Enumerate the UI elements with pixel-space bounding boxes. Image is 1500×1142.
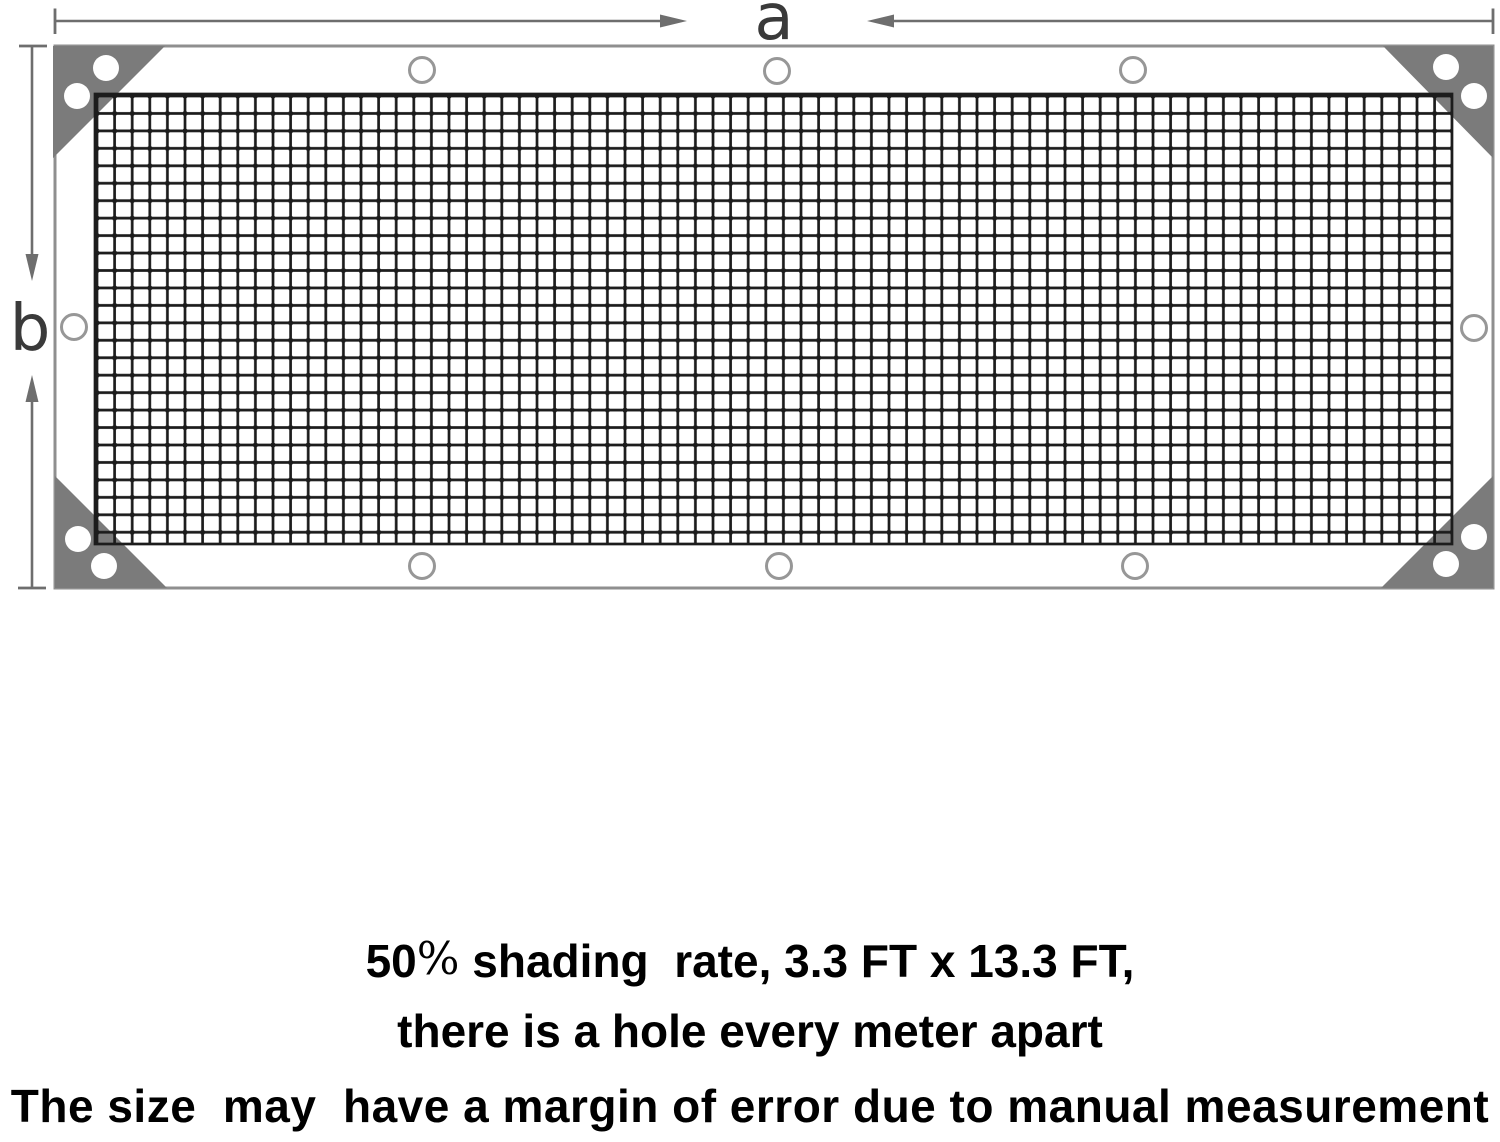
caption-line-hole-spacing: there is a hole every meter apart xyxy=(397,1005,1103,1057)
caption-shading-rest: shading rate, 3.3 FT x 13.3 FT, xyxy=(459,935,1135,987)
grommet-hole xyxy=(60,313,88,341)
arrow-up-icon xyxy=(25,375,39,402)
shade-net-diagram: a b xyxy=(10,0,1495,590)
percent-sign: % xyxy=(416,932,460,985)
corner-hole xyxy=(1433,551,1459,577)
edge-grommets xyxy=(60,56,1488,580)
corner-hole xyxy=(64,83,90,109)
grommet-hole xyxy=(1121,552,1149,580)
mesh-net xyxy=(93,92,1454,546)
corner-hole xyxy=(65,526,91,552)
caption-line-measurement-note: The size may have a margin of error due … xyxy=(10,1080,1490,1132)
corner-hole xyxy=(1461,83,1487,109)
corner-hole xyxy=(1433,54,1459,80)
grommet-hole xyxy=(1119,56,1147,84)
grommet-hole xyxy=(763,57,791,85)
corner-hole xyxy=(1461,524,1487,550)
dimension-a: a xyxy=(53,0,1495,55)
grommet-hole xyxy=(408,56,436,84)
dimension-label-b: b xyxy=(10,292,51,366)
arrow-left-icon xyxy=(867,14,894,28)
dimension-label-a: a xyxy=(754,0,793,55)
caption-line-shading-rate: 50% shading rate, 3.3 FT x 13.3 FT, xyxy=(0,932,1500,989)
arrow-down-icon xyxy=(25,254,39,281)
corner-hole xyxy=(93,55,119,81)
dimension-b: b xyxy=(10,44,51,590)
grommet-hole xyxy=(408,552,436,580)
arrow-right-icon xyxy=(660,14,687,28)
corner-hole xyxy=(91,553,117,579)
grommet-hole xyxy=(765,552,793,580)
grommet-hole xyxy=(1460,314,1488,342)
caption-shading-num: 50 xyxy=(365,935,417,987)
